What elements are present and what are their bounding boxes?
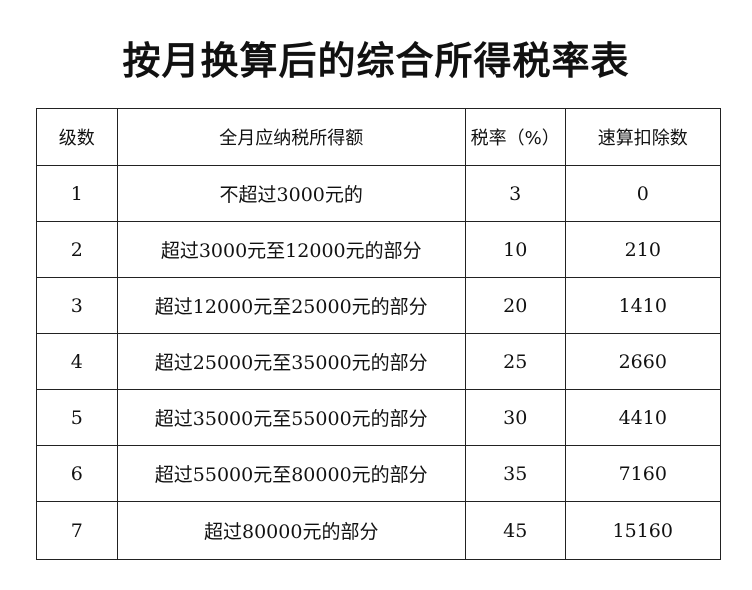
quick-deduction-cell: 210: [564, 221, 722, 278]
tax-rate-cell: 3: [464, 165, 566, 222]
tax-rate-cell: 25: [464, 333, 566, 390]
table-row: 2 超过3000元至12000元的部分 10 210: [36, 221, 722, 278]
level-cell: 4: [36, 333, 118, 390]
quick-deduction-cell: 4410: [564, 389, 722, 446]
table-row: 1 不超过3000元的 3 0: [36, 165, 722, 222]
tax-rate-cell: 30: [464, 389, 566, 446]
table-row: 4 超过25000元至35000元的部分 25 2660: [36, 333, 722, 390]
level-cell: 2: [36, 221, 118, 278]
table-row: 5 超过35000元至55000元的部分 30 4410: [36, 389, 722, 446]
income-range-cell: 超过25000元至35000元的部分: [116, 333, 466, 390]
table-row: 3 超过12000元至25000元的部分 20 1410: [36, 277, 722, 334]
header-tax-rate: 税率（%）: [464, 108, 566, 166]
table-row: 7 超过80000元的部分 45 15160: [36, 501, 722, 560]
income-range-cell: 不超过3000元的: [116, 165, 466, 222]
level-cell: 5: [36, 389, 118, 446]
header-level: 级数: [36, 108, 118, 166]
level-cell: 7: [36, 501, 118, 560]
income-range-cell: 超过3000元至12000元的部分: [116, 221, 466, 278]
level-cell: 6: [36, 445, 118, 502]
tax-rate-cell: 45: [464, 501, 566, 560]
quick-deduction-cell: 0: [564, 165, 722, 222]
header-taxable-income: 全月应纳税所得额: [116, 108, 466, 166]
tax-rate-cell: 10: [464, 221, 566, 278]
tax-rate-cell: 35: [464, 445, 566, 502]
income-range-cell: 超过80000元的部分: [116, 501, 466, 560]
header-quick-deduction: 速算扣除数: [564, 108, 722, 166]
income-range-cell: 超过55000元至80000元的部分: [116, 445, 466, 502]
quick-deduction-cell: 2660: [564, 333, 722, 390]
level-cell: 3: [36, 277, 118, 334]
level-cell: 1: [36, 165, 118, 222]
tax-rate-cell: 20: [464, 277, 566, 334]
page-title: 按月换算后的综合所得税率表: [122, 39, 630, 83]
table-header-row: 级数 全月应纳税所得额 税率（%） 速算扣除数: [36, 108, 722, 166]
income-range-cell: 超过12000元至25000元的部分: [116, 277, 466, 334]
quick-deduction-cell: 1410: [564, 277, 722, 334]
table-row: 6 超过55000元至80000元的部分 35 7160: [36, 445, 722, 502]
income-range-cell: 超过35000元至55000元的部分: [116, 389, 466, 446]
quick-deduction-cell: 15160: [564, 501, 722, 560]
quick-deduction-cell: 7160: [564, 445, 722, 502]
tax-rate-table: 级数 全月应纳税所得额 税率（%） 速算扣除数 1 不超过3000元的 3 0 2 超过3…: [36, 108, 722, 560]
